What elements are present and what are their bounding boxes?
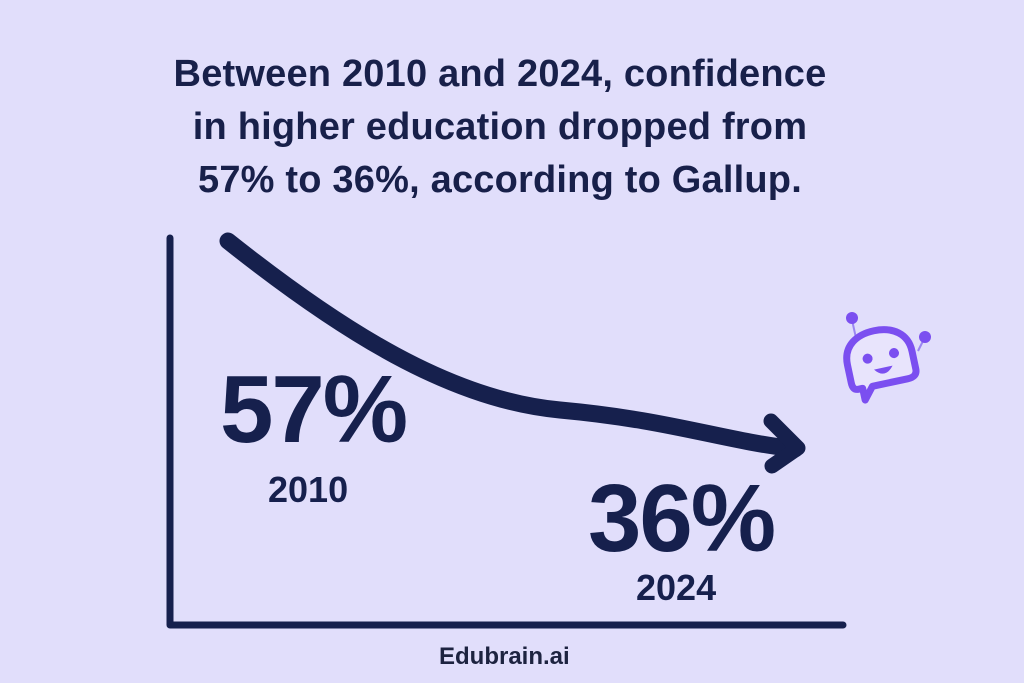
start-year: 2010 bbox=[268, 469, 349, 510]
arrow-head-icon bbox=[763, 413, 806, 474]
headline: Between 2010 and 2024, confidence in hig… bbox=[0, 48, 1000, 207]
decline-arrow-line bbox=[219, 232, 804, 458]
start-value: 57% bbox=[220, 356, 408, 463]
end-year: 2024 bbox=[636, 567, 717, 608]
headline-line-3: 57% to 36%, according to Gallup. bbox=[198, 159, 802, 201]
end-value: 36% bbox=[588, 465, 776, 572]
chart-axes bbox=[166, 234, 847, 629]
headline-line-1: Between 2010 and 2024, confidence bbox=[173, 53, 827, 95]
brand-footer: Edubrain.ai bbox=[439, 643, 570, 670]
headline-line-2: in higher education dropped from bbox=[192, 106, 808, 148]
robot-chat-bubble-icon bbox=[843, 312, 931, 404]
